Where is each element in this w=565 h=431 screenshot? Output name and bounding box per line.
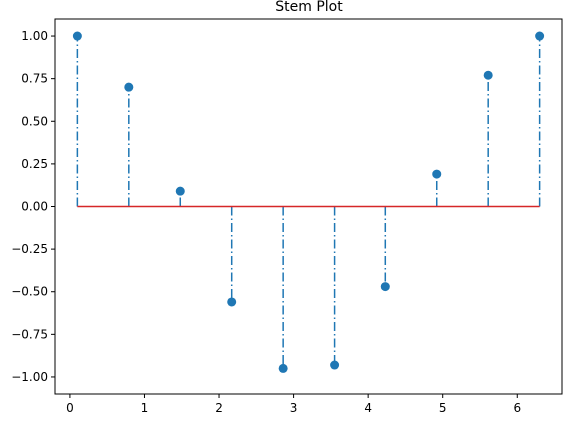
x-tick-label: 3	[290, 401, 298, 415]
y-tick-label: 0.00	[21, 200, 48, 214]
y-axis: −1.00 −0.75 −0.50 −0.25 0.00 0.25 0.50 0.75 1.00	[11, 29, 55, 384]
stem-lines	[76, 36, 541, 369]
x-tick-label: 6	[513, 401, 521, 415]
stem-marker	[227, 297, 237, 307]
y-tick-label: 0.25	[21, 157, 48, 171]
y-tick-label: 0.75	[21, 72, 48, 86]
stem-markers	[72, 31, 545, 373]
x-tick-label: 4	[364, 401, 372, 415]
x-axis: 0 1 2 3 4 5 6	[66, 394, 521, 415]
stem-marker	[380, 282, 390, 292]
stem-marker	[72, 31, 82, 41]
x-tick-label: 1	[141, 401, 149, 415]
stem-marker	[483, 70, 493, 80]
stem-marker	[432, 169, 442, 179]
stem-marker	[535, 31, 545, 41]
stem-marker	[175, 186, 185, 196]
stem-marker	[330, 360, 340, 370]
y-tick-label: −0.25	[11, 242, 48, 256]
x-tick-label: 0	[66, 401, 74, 415]
chart-title: Stem Plot	[275, 0, 343, 15]
x-tick-label: 5	[439, 401, 447, 415]
y-tick-label: 0.50	[21, 114, 48, 128]
y-tick-label: −0.75	[11, 327, 48, 341]
y-tick-label: 1.00	[21, 29, 48, 43]
y-tick-label: −0.50	[11, 285, 48, 299]
stem-marker	[124, 82, 134, 92]
y-tick-label: −1.00	[11, 370, 48, 384]
stem-marker	[278, 363, 288, 373]
x-tick-label: 2	[215, 401, 223, 415]
